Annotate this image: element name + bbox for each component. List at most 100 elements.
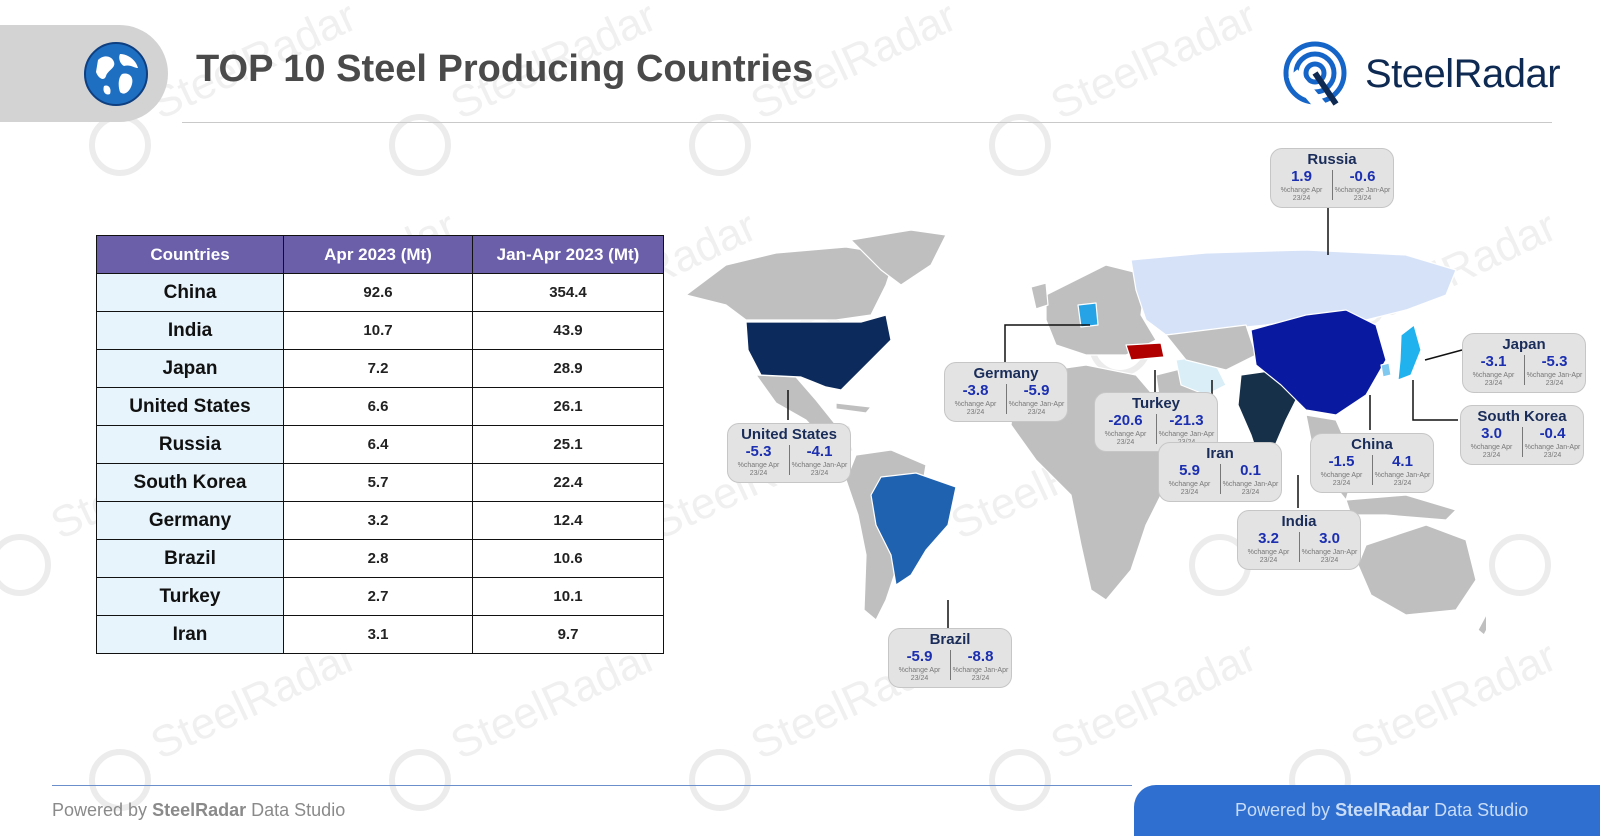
callout-country-name: India: [1281, 513, 1317, 530]
janapr-cell: 28.9: [472, 349, 664, 388]
table-row: United States 6.6 26.1: [96, 387, 664, 426]
australia-land: [1357, 524, 1477, 616]
apr-cell: 3.1: [283, 615, 473, 654]
callout-country-name: China: [1351, 436, 1393, 453]
callout-germany: Germany -3.8 -5.9 %change Apr 23/24 %cha…: [944, 362, 1068, 422]
callout-apr-label: %change Apr 23/24: [1168, 481, 1211, 496]
apr-cell: 10.7: [283, 311, 473, 350]
table-row: India 10.7 43.9: [96, 311, 664, 350]
callout-apr-label: %change Apr 23/24: [1247, 549, 1290, 564]
callout-janapr-change: 4.1: [1392, 453, 1413, 470]
callout-divider: [1299, 532, 1300, 562]
column-header-countries: Countries: [96, 235, 284, 274]
footer-brand: SteelRadar: [1335, 800, 1430, 820]
callout-janapr-label: %change Jan-Apr 23/24: [1374, 472, 1431, 487]
callout-japan: Japan -3.1 -5.3 %change Apr 23/24 %chang…: [1462, 333, 1586, 393]
central-asia-land: [1165, 324, 1257, 371]
globe-icon: [84, 42, 148, 106]
callout-janapr-change: 0.1: [1240, 462, 1261, 479]
callout-country-name: Brazil: [929, 631, 971, 648]
callout-divider: [1156, 414, 1157, 444]
janapr-cell: 25.1: [472, 425, 664, 464]
callout-divider: [1524, 355, 1525, 385]
map-region-united-states: [745, 314, 892, 391]
table-row: Germany 3.2 12.4: [96, 501, 664, 540]
callout-divider: [789, 445, 790, 475]
callout-divider: [1372, 455, 1373, 485]
country-cell: India: [96, 311, 284, 350]
column-header-apr: Apr 2023 (Mt): [283, 235, 473, 274]
map-region-japan: [1397, 324, 1422, 381]
callout-apr-change: 3.0: [1481, 425, 1502, 442]
callout-apr-change: 1.9: [1291, 168, 1312, 185]
callout-country-name: United States: [741, 426, 837, 443]
callout-united-states: United States -5.3 -4.1 %change Apr 23/2…: [727, 423, 851, 483]
callout-janapr-label: %change Jan-Apr 23/24: [952, 667, 1009, 682]
country-cell: Iran: [96, 615, 284, 654]
callout-divider: [1220, 464, 1221, 494]
callout-apr-label: %change Apr 23/24: [898, 667, 941, 682]
map-region-china: [1250, 309, 1387, 416]
callout-janapr-label: %change Jan-Apr 23/24: [1524, 444, 1581, 459]
map-region-brazil: [870, 472, 957, 586]
apr-cell: 3.2: [283, 501, 473, 540]
country-cell: Japan: [96, 349, 284, 388]
callout-apr-change: -3.1: [1480, 353, 1507, 370]
footer-suffix: Data Studio: [251, 800, 346, 820]
footer-band: [1134, 785, 1600, 836]
table-row: South Korea 5.7 22.4: [96, 463, 664, 502]
callout-country-name: Germany: [973, 365, 1039, 382]
callout-janapr-change: -8.8: [967, 648, 994, 665]
footer-credit-left: Powered by SteelRadar Data Studio: [52, 800, 345, 821]
country-cell: Brazil: [96, 539, 284, 578]
table-row: China 92.6 354.4: [96, 273, 664, 312]
callout-turkey: Turkey -20.6 -21.3 %change Apr 23/24 %ch…: [1094, 392, 1218, 452]
svg-text:SteelRadar: SteelRadar: [1344, 632, 1564, 769]
janapr-cell: 12.4: [472, 501, 664, 540]
footer-credit-right: Powered by SteelRadar Data Studio: [1235, 800, 1528, 821]
janapr-cell: 354.4: [472, 273, 664, 312]
map-region-turkey: [1125, 342, 1165, 361]
country-cell: Russia: [96, 425, 284, 464]
callout-janapr-change: -4.1: [806, 443, 833, 460]
country-cell: Turkey: [96, 577, 284, 616]
callout-janapr-label: %change Jan-Apr 23/24: [1334, 187, 1391, 202]
world-map: [686, 229, 1486, 636]
callout-janapr-label: %change Jan-Apr 23/24: [791, 462, 848, 477]
map-region-germany: [1077, 302, 1099, 328]
callout-country-name: Turkey: [1131, 395, 1181, 412]
callout-iran: Iran 5.9 0.1 %change Apr 23/24 %change J…: [1158, 442, 1282, 502]
callout-country-name: South Korea: [1477, 408, 1567, 425]
callout-janapr-change: -21.3: [1169, 412, 1204, 429]
callout-janapr-label: %change Jan-Apr 23/24: [1526, 372, 1583, 387]
janapr-cell: 22.4: [472, 463, 664, 502]
callout-apr-label: %change Apr 23/24: [1104, 431, 1147, 446]
callout-country-name: Russia: [1307, 151, 1357, 168]
callout-china: China -1.5 4.1 %change Apr 23/24 %change…: [1310, 433, 1434, 493]
callout-divider: [950, 650, 951, 680]
callout-south-korea: South Korea 3.0 -0.4 %change Apr 23/24 %…: [1460, 405, 1584, 465]
callout-country-name: Iran: [1206, 445, 1234, 462]
country-cell: Germany: [96, 501, 284, 540]
callout-russia: Russia 1.9 -0.6 %change Apr 23/24 %chang…: [1270, 148, 1394, 208]
callout-janapr-label: %change Jan-Apr 23/24: [1008, 401, 1065, 416]
callout-apr-label: %change Apr 23/24: [1472, 372, 1515, 387]
uk-land: [1030, 282, 1049, 310]
footer-divider: [52, 785, 1132, 786]
janapr-cell: 10.1: [472, 577, 664, 616]
callout-brazil: Brazil -5.9 -8.8 %change Apr 23/24 %chan…: [888, 628, 1012, 688]
apr-cell: 6.4: [283, 425, 473, 464]
callout-country-name: Japan: [1502, 336, 1546, 353]
footer-suffix: Data Studio: [1434, 800, 1529, 820]
callout-apr-label: %change Apr 23/24: [1280, 187, 1323, 202]
table-row: Brazil 2.8 10.6: [96, 539, 664, 578]
apr-cell: 7.2: [283, 349, 473, 388]
callout-apr-label: %change Apr 23/24: [1320, 472, 1363, 487]
table-row: Turkey 2.7 10.1: [96, 577, 664, 616]
svg-text:SteelRadar: SteelRadar: [1044, 0, 1264, 129]
footer-prefix: Powered by: [1235, 800, 1331, 820]
callout-apr-label: %change Apr 23/24: [737, 462, 780, 477]
production-table: Countries Apr 2023 (Mt) Jan-Apr 2023 (Mt…: [96, 235, 664, 654]
callout-india: India 3.2 3.0 %change Apr 23/24 %change …: [1237, 510, 1361, 570]
callout-apr-change: -5.3: [745, 443, 772, 460]
